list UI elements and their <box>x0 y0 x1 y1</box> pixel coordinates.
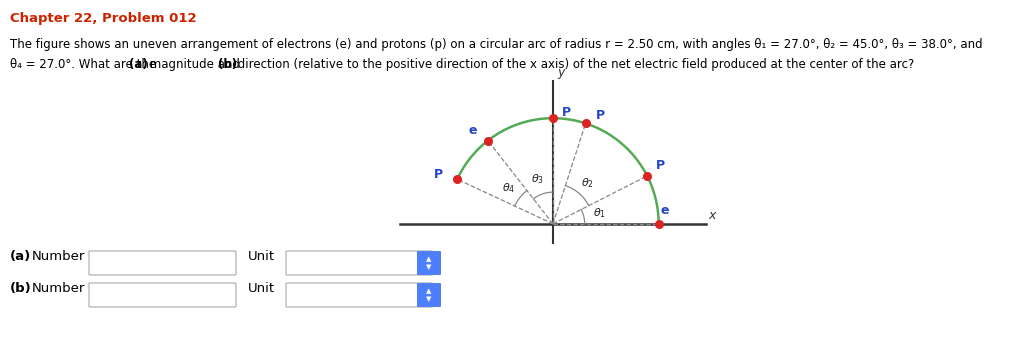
FancyBboxPatch shape <box>89 283 236 307</box>
Text: e: e <box>660 203 670 216</box>
FancyBboxPatch shape <box>286 283 433 307</box>
FancyBboxPatch shape <box>417 251 441 275</box>
Text: Chapter 22, Problem 012: Chapter 22, Problem 012 <box>10 12 197 25</box>
Text: (a): (a) <box>129 58 148 71</box>
FancyBboxPatch shape <box>417 283 441 307</box>
Text: Unit: Unit <box>248 250 275 263</box>
Text: direction (relative to the positive direction of the x axis) of the net electric: direction (relative to the positive dire… <box>234 58 914 71</box>
Text: magnitude and: magnitude and <box>146 58 244 71</box>
Text: (b): (b) <box>10 282 32 295</box>
Text: (b): (b) <box>218 58 237 71</box>
Text: Number: Number <box>32 282 85 295</box>
Text: e: e <box>469 123 477 136</box>
Text: (a): (a) <box>10 250 32 263</box>
Text: $\theta_3$: $\theta_3$ <box>531 172 544 186</box>
Text: $\theta_1$: $\theta_1$ <box>593 206 606 220</box>
Text: ▼: ▼ <box>426 296 432 302</box>
Text: y: y <box>557 66 564 79</box>
Text: θ₄ = 27.0°. What are the: θ₄ = 27.0°. What are the <box>10 58 160 71</box>
Text: P: P <box>656 159 666 172</box>
Text: P: P <box>433 169 442 182</box>
Text: P: P <box>562 106 571 119</box>
Text: ▲: ▲ <box>426 256 432 262</box>
FancyBboxPatch shape <box>89 251 236 275</box>
Text: ▼: ▼ <box>426 264 432 270</box>
Text: ▲: ▲ <box>426 288 432 294</box>
Text: $\theta_2$: $\theta_2$ <box>582 176 595 190</box>
Text: The figure shows an uneven arrangement of electrons (e) and protons (p) on a cir: The figure shows an uneven arrangement o… <box>10 38 983 51</box>
Text: P: P <box>596 109 605 122</box>
Text: Unit: Unit <box>248 282 275 295</box>
Text: Number: Number <box>32 250 85 263</box>
Text: x: x <box>709 209 716 222</box>
Text: $\theta_4$: $\theta_4$ <box>502 182 515 195</box>
FancyBboxPatch shape <box>286 251 433 275</box>
